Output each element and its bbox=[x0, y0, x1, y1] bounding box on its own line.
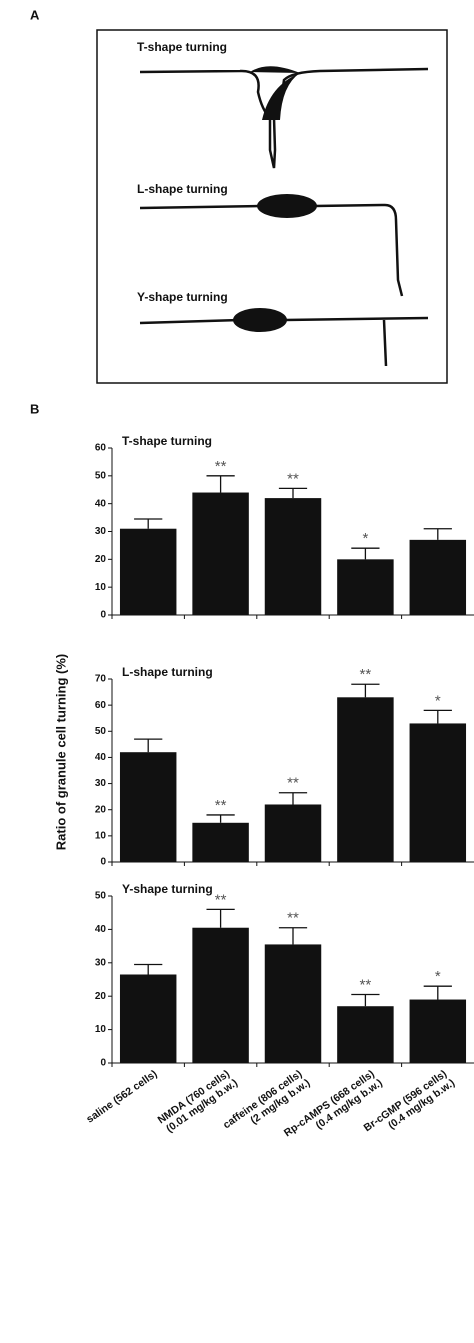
cell-drawing bbox=[140, 205, 402, 296]
cell-body bbox=[233, 308, 287, 332]
significance-label: * bbox=[362, 530, 368, 547]
chart-title: Y-shape turning bbox=[122, 882, 213, 896]
y-tick-label: 0 bbox=[100, 610, 106, 621]
y-tick-label: 50 bbox=[95, 726, 107, 737]
bar bbox=[265, 498, 321, 615]
y-tick-label: 20 bbox=[95, 554, 107, 565]
chart-title: L-shape turning bbox=[122, 665, 213, 679]
y-tick-label: 40 bbox=[95, 498, 107, 509]
y-tick-label: 60 bbox=[95, 700, 107, 711]
y-tick-label: 30 bbox=[95, 526, 107, 537]
cell-body bbox=[257, 194, 317, 218]
significance-label: ** bbox=[287, 470, 299, 487]
bar bbox=[265, 804, 321, 862]
bar bbox=[410, 1000, 466, 1063]
figure: A T-shape turning L-shape turning Y-shap… bbox=[0, 0, 474, 1343]
bar bbox=[120, 529, 176, 615]
y-tick-label: 40 bbox=[95, 752, 107, 763]
y-tick-label: 60 bbox=[95, 443, 107, 454]
y-tick-label: 0 bbox=[100, 1058, 106, 1069]
panel-label: A bbox=[30, 7, 40, 22]
y-tick-label: 70 bbox=[95, 674, 107, 685]
y-tick-label: 30 bbox=[95, 778, 107, 789]
significance-label: ** bbox=[215, 797, 227, 814]
bar bbox=[192, 493, 248, 615]
y-tick-label: 30 bbox=[95, 957, 107, 968]
bar bbox=[410, 723, 466, 862]
drawing-label: Y-shape turning bbox=[137, 290, 228, 304]
significance-label: ** bbox=[287, 910, 299, 927]
panel-label: B bbox=[30, 401, 39, 416]
y-tick-label: 50 bbox=[95, 470, 107, 481]
bar bbox=[120, 974, 176, 1063]
y-tick-label: 20 bbox=[95, 991, 107, 1002]
y-axis-label: Ratio of granule cell turning (%) bbox=[53, 654, 68, 850]
y-tick-label: 0 bbox=[100, 857, 106, 868]
chart-title: T-shape turning bbox=[122, 434, 212, 448]
bar bbox=[120, 752, 176, 862]
bar bbox=[337, 1006, 393, 1063]
significance-label: ** bbox=[360, 666, 372, 683]
bar bbox=[192, 928, 248, 1063]
bar bbox=[410, 540, 466, 615]
drawing-label: T-shape turning bbox=[137, 40, 227, 54]
y-tick-label: 50 bbox=[95, 891, 107, 902]
y-tick-label: 40 bbox=[95, 924, 107, 935]
drawing-label: L-shape turning bbox=[137, 182, 228, 196]
significance-label: * bbox=[435, 692, 441, 709]
significance-label: ** bbox=[215, 891, 227, 908]
significance-label: ** bbox=[287, 775, 299, 792]
significance-label: ** bbox=[215, 458, 227, 475]
bar bbox=[192, 823, 248, 862]
bar bbox=[265, 944, 321, 1063]
x-tick-label: saline (562 cells) bbox=[84, 1068, 159, 1126]
bar bbox=[337, 559, 393, 615]
y-tick-label: 20 bbox=[95, 804, 107, 815]
y-tick-label: 10 bbox=[95, 1024, 107, 1035]
y-tick-label: 10 bbox=[95, 830, 107, 841]
significance-label: ** bbox=[360, 976, 372, 993]
bar bbox=[337, 697, 393, 862]
significance-label: * bbox=[435, 968, 441, 985]
y-tick-label: 10 bbox=[95, 582, 107, 593]
